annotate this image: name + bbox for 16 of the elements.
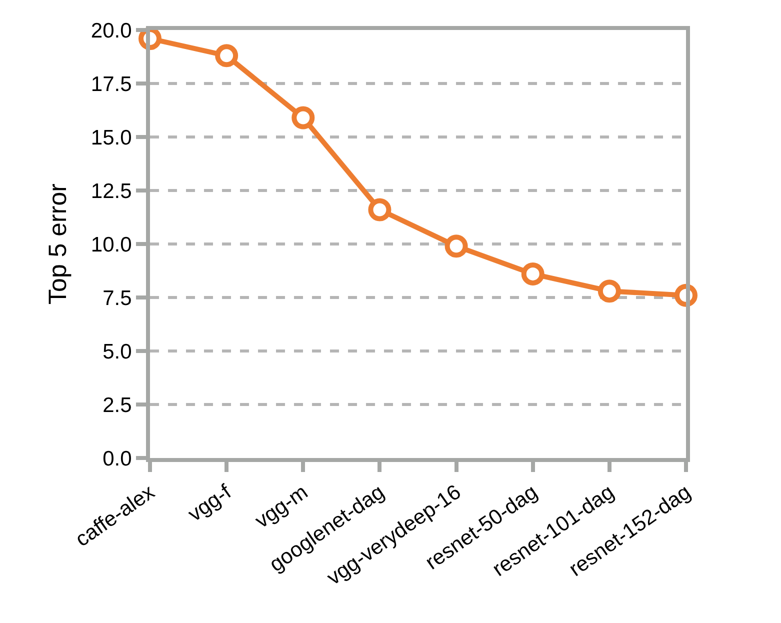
y-tick-label: 0.0: [102, 447, 132, 470]
y-tick-label: 20.0: [90, 19, 132, 42]
point: [444, 234, 468, 258]
y-tick-label: 12.5: [90, 180, 132, 203]
y-tick-label: 17.5: [90, 72, 132, 96]
y-tick-label: 7.5: [102, 286, 132, 310]
y-tick-label: 5.0: [102, 340, 132, 364]
point: [598, 280, 621, 303]
y-tick-label: 10.0: [90, 233, 132, 256]
point: [292, 106, 315, 130]
y-axis-title: Top 5 error: [44, 184, 72, 304]
y-tick-label: 2.5: [102, 394, 132, 417]
point: [215, 44, 238, 68]
point: [521, 262, 544, 286]
point: [368, 198, 392, 222]
y-tick-label: 15.0: [90, 126, 132, 150]
